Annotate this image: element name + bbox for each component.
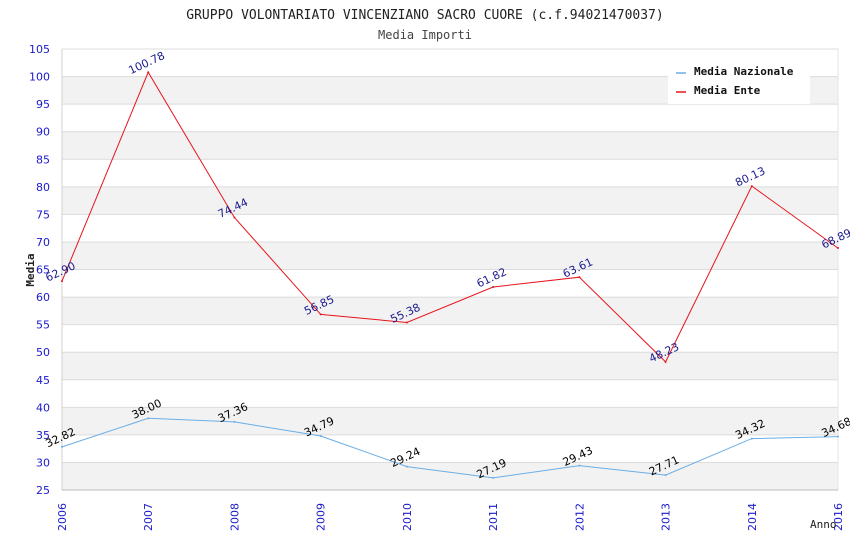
y-tick-label: 65 — [36, 264, 50, 277]
chart-title: GRUPPO VOLONTARIATO VINCENZIANO SACRO CU… — [186, 8, 663, 23]
data-point — [147, 71, 150, 74]
data-point — [578, 464, 581, 467]
y-tick-label: 85 — [36, 153, 50, 166]
data-point — [61, 445, 63, 448]
data-point — [405, 321, 408, 324]
x-tick-label: 2011 — [487, 503, 500, 531]
x-tick-label: 2012 — [573, 503, 586, 531]
data-point — [319, 435, 322, 438]
data-point — [405, 465, 408, 468]
grid-lines — [61, 48, 839, 491]
y-tick-label: 95 — [36, 98, 50, 111]
x-tick-label: 2006 — [56, 503, 69, 531]
grid-band — [62, 297, 838, 325]
chart-subtitle: Media Importi — [378, 28, 472, 42]
data-point — [61, 280, 63, 283]
y-tick-label: 105 — [29, 43, 50, 56]
data-point — [319, 313, 322, 316]
grid-bands — [62, 76, 838, 490]
y-tick-label: 60 — [36, 291, 50, 304]
legend-label-media-nazionale: Media Nazionale — [694, 65, 794, 78]
y-tick-label: 30 — [36, 456, 50, 469]
y-axis-label: Media — [24, 253, 37, 286]
data-point — [664, 474, 667, 477]
data-label: 80.13 — [733, 164, 767, 189]
legend: Media Nazionale Media Ente — [668, 60, 810, 104]
y-tick-label: 90 — [36, 126, 50, 139]
x-axis-label: Anno — [810, 518, 837, 531]
grid-band — [62, 241, 838, 270]
x-tick-label: 2016 — [832, 503, 845, 531]
series-group — [61, 71, 839, 479]
data-point — [750, 437, 753, 440]
y-tick-label: 100 — [29, 71, 50, 84]
y-tick-label: 75 — [36, 208, 50, 221]
data-point — [233, 420, 236, 423]
grid-band — [62, 186, 838, 215]
y-tick-label: 25 — [36, 484, 50, 497]
data-point — [492, 476, 495, 479]
x-tick-label: 2014 — [746, 503, 759, 531]
grid-band — [62, 352, 838, 380]
data-point — [578, 276, 581, 279]
data-point — [233, 216, 236, 219]
data-point — [147, 417, 150, 420]
data-point — [837, 247, 839, 250]
legend-box — [668, 60, 810, 104]
x-tick-label: 2010 — [401, 503, 414, 531]
data-point — [750, 185, 753, 188]
y-tick-label: 40 — [36, 401, 50, 414]
grid-band — [62, 407, 838, 435]
data-point — [837, 435, 839, 438]
y-tick-label: 70 — [36, 236, 50, 249]
series-line-media-nazionale — [61, 417, 839, 479]
y-tick-label: 55 — [36, 319, 50, 332]
y-tick-label: 45 — [36, 374, 50, 387]
x-tick-label: 2007 — [142, 503, 155, 531]
x-axis-ticks: 2006 2007 2008 2009 2010 2011 2012 2013 2014 2016 — [56, 503, 845, 531]
y-tick-label: 50 — [36, 346, 50, 359]
y-axis-ticks: 25 30 35 40 45 50 55 60 65 70 75 80 85 90 95 100 105 — [29, 43, 50, 497]
data-point — [664, 360, 667, 363]
grid-band — [62, 131, 838, 160]
legend-label-media-ente: Media Ente — [694, 84, 761, 97]
x-tick-label: 2008 — [228, 503, 241, 531]
x-tick-label: 2013 — [660, 503, 673, 531]
data-point — [492, 286, 495, 289]
y-tick-label: 35 — [36, 429, 50, 442]
data-label: 100.78 — [127, 49, 167, 77]
series-line-media-ente — [61, 71, 839, 363]
y-tick-label: 80 — [36, 181, 50, 194]
x-tick-label: 2009 — [315, 503, 328, 531]
grid-band — [62, 462, 838, 490]
